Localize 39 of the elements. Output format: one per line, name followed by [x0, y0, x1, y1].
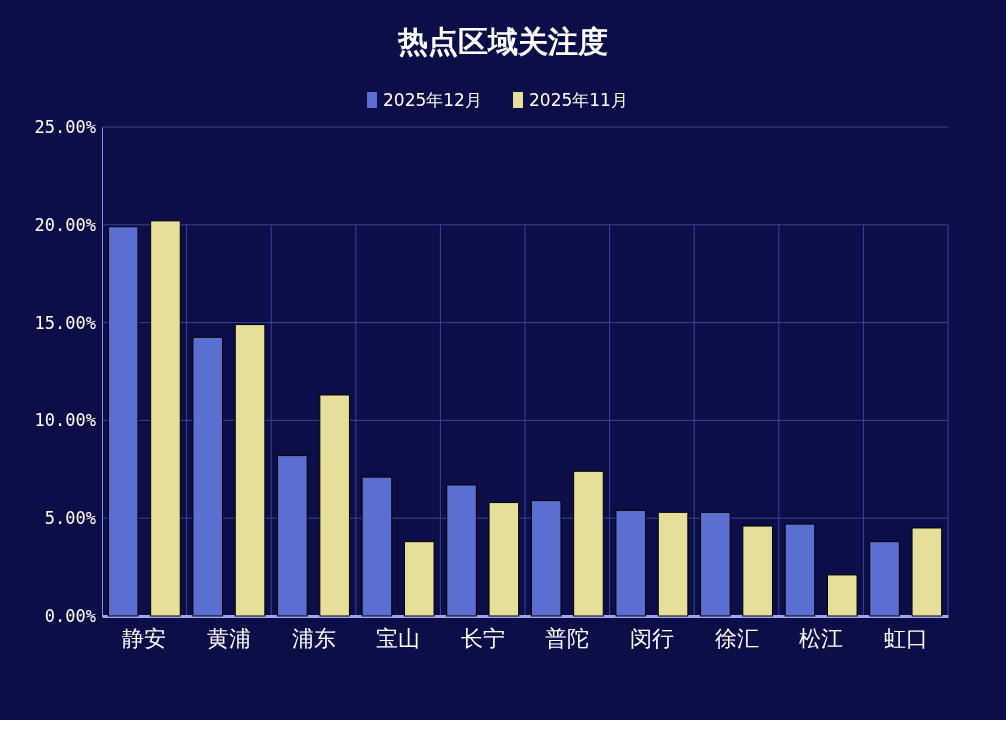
- bar: [530, 500, 562, 617]
- bar: [657, 511, 689, 617]
- legend-label: 2025年11月: [529, 90, 628, 110]
- bar: [107, 226, 139, 617]
- legend-label: 2025年12月: [383, 90, 482, 110]
- y-tick-label: 15.00%: [34, 312, 96, 333]
- bar: [234, 324, 266, 617]
- x-tick-label: 宝山: [376, 625, 421, 651]
- bar: [742, 525, 773, 617]
- y-tick-label: 20.00%: [34, 214, 96, 235]
- bar: [784, 523, 816, 617]
- bar: [361, 476, 393, 617]
- x-tick-label: 虹口: [883, 625, 928, 651]
- bar: [911, 527, 943, 617]
- y-tick-label: 25.00%: [34, 116, 96, 137]
- bar: [869, 541, 900, 617]
- bar: [826, 574, 858, 617]
- x-tick-label: 浦东: [291, 625, 336, 651]
- bar: [403, 541, 435, 617]
- x-tick-label: 长宁: [460, 625, 505, 651]
- bar: [615, 509, 647, 617]
- x-tick-label: 闵行: [629, 625, 674, 651]
- bar: [150, 220, 181, 617]
- x-tick-label: 徐汇: [714, 625, 759, 651]
- bar: [700, 511, 731, 617]
- y-tick-label: 10.00%: [34, 410, 96, 431]
- x-tick-label: 松江: [799, 625, 844, 651]
- chart-title: 热点区域关注度: [397, 24, 608, 59]
- x-tick-label: 静安: [122, 625, 167, 651]
- bar: [277, 455, 308, 617]
- bar: [488, 502, 520, 617]
- y-tick-label: 5.00%: [44, 508, 96, 529]
- x-tick-label: 黄浦: [206, 625, 251, 651]
- bar: [446, 484, 477, 617]
- bar: [573, 470, 604, 617]
- bar: [192, 336, 224, 617]
- y-tick-label: 0.00%: [44, 605, 96, 626]
- bar: [319, 394, 350, 617]
- x-tick-label: 普陀: [545, 625, 590, 651]
